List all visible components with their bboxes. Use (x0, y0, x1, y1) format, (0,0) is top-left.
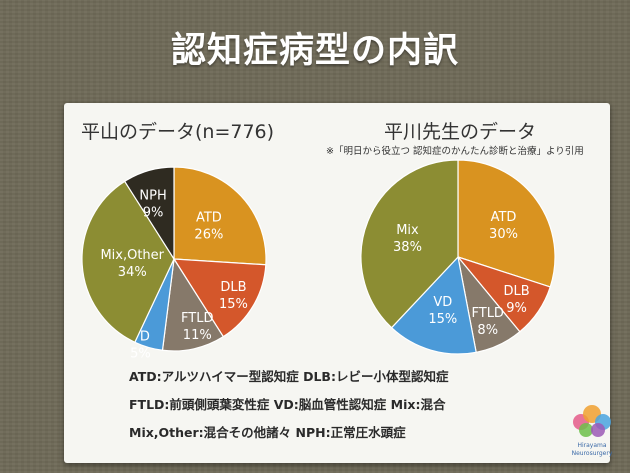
logo-text-line2: Neurosurgery (572, 450, 613, 457)
hirayama-neurosurgery-logo: Hirayama Neurosurgery (572, 405, 613, 457)
pie-slice-atd (173, 166, 267, 266)
slice-value-mix-other: 34% (118, 265, 147, 280)
slide-title: 認知症病型の内訳 (170, 31, 459, 71)
legend-line-2: FTLD:前頭側頭葉変性症 VD:脳血管性認知症 Mix:混合 (129, 397, 446, 412)
legend-line-3: Mix,Other:混合その他諸々 NPH:正常圧水頭症 (129, 425, 406, 440)
right-chart-source-note: ※「明日から役立つ 認知症のかんたん診断と治療」より引用 (326, 146, 584, 157)
pie-slice-mix-other (81, 180, 175, 344)
slice-label-nph: NPH (139, 189, 166, 204)
slice-label-atd: ATD (491, 210, 517, 225)
logo-text-line1: Hirayama (577, 442, 606, 449)
slice-value-dlb: 15% (219, 297, 248, 312)
pie-slice-atd (457, 159, 556, 288)
slice-value-mix: 38% (393, 240, 422, 255)
slice-label-mix: Mix (396, 223, 419, 238)
pie-slice-mix (360, 159, 459, 329)
slice-label-dlb: DLB (503, 284, 529, 299)
slice-label-atd: ATD (196, 210, 222, 225)
slice-label-mix-other: Mix,Other (100, 248, 164, 263)
slice-label-dlb: DLB (220, 280, 246, 295)
slice-label-ftld: FTLD (181, 311, 213, 326)
slice-label-vd: VD (433, 295, 452, 310)
right-chart-title: 平川先生のデータ (384, 121, 537, 143)
slice-value-dlb: 9% (506, 301, 527, 316)
slice-value-vd: 15% (428, 312, 457, 327)
pie-slice-nph (123, 166, 175, 262)
right-pie-chart: ATD 30% DLB 9%FTLD 8% VD 15% Mix 38% (360, 159, 556, 355)
slice-value-ftld: 11% (183, 328, 212, 343)
pie-slice-dlb (172, 258, 267, 338)
legend-line-1: ATD:アルツハイマー型認知症 DLB:レビー小体型認知症 (129, 369, 449, 384)
pie-slice-vd (390, 255, 477, 355)
slice-label-ftld: FTLD (472, 306, 504, 321)
content-panel: 平山のデータ(n=776) 平川先生のデータ ※「明日から役立つ 認知症のかんた… (64, 103, 613, 463)
left-chart-title: 平山のデータ(n=776) (81, 121, 275, 143)
slice-value-ftld: 8% (477, 323, 498, 338)
slice-value-atd: 30% (489, 227, 518, 242)
slice-value-nph: 9% (143, 206, 164, 221)
slice-value-atd: 26% (194, 227, 223, 242)
slice-value-vd: 5% (130, 346, 151, 361)
